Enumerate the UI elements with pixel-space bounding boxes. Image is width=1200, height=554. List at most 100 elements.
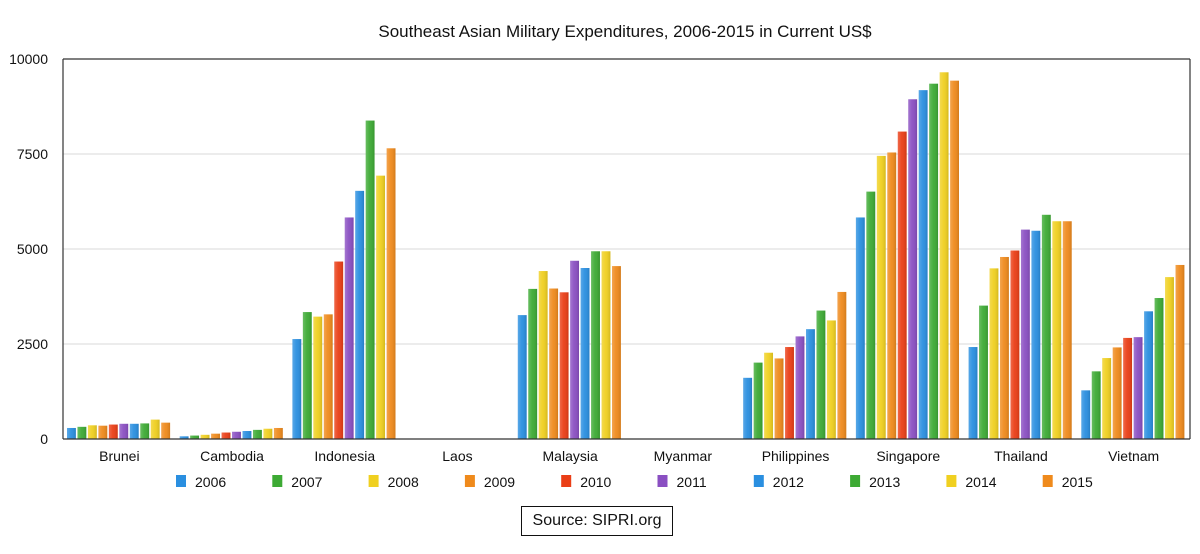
bar-shading xyxy=(785,347,794,439)
bar-shading xyxy=(950,80,959,439)
category-label: Myanmar xyxy=(654,448,713,464)
bar-shading xyxy=(1175,264,1185,439)
bar-shading xyxy=(190,435,200,439)
bar-shading xyxy=(355,190,365,439)
bar-shading xyxy=(129,423,139,439)
legend-label: 2008 xyxy=(388,474,419,490)
legend-label: 2013 xyxy=(869,474,900,490)
bar-shading xyxy=(108,424,118,439)
bar-shading xyxy=(580,268,590,439)
bar-shading xyxy=(221,432,231,439)
bar-shading xyxy=(302,312,312,439)
bar-shading xyxy=(591,251,600,439)
bar-shading xyxy=(549,288,559,439)
y-tick-label: 7500 xyxy=(17,146,48,162)
bar-shading xyxy=(1154,298,1164,439)
bar-shading xyxy=(559,292,569,439)
bar-shading xyxy=(764,352,774,439)
y-tick-label: 5000 xyxy=(17,241,48,257)
bar-shading xyxy=(323,314,333,439)
category-label: Laos xyxy=(442,448,472,464)
bar-shading xyxy=(979,305,988,439)
bar-shading xyxy=(1144,311,1153,439)
bar-shading xyxy=(753,362,763,439)
y-tick-label: 10000 xyxy=(9,51,48,67)
bar-shading xyxy=(1123,337,1133,439)
legend-swatch xyxy=(176,475,186,487)
legend-label: 2014 xyxy=(965,474,996,490)
category-label: Indonesia xyxy=(314,448,375,464)
legend-label: 2009 xyxy=(484,474,515,490)
category-label: Singapore xyxy=(876,448,940,464)
bar-shading xyxy=(989,268,999,439)
legend-label: 2011 xyxy=(677,474,707,490)
bar-shading xyxy=(968,347,978,439)
bar-shading xyxy=(140,423,150,439)
bar-shading xyxy=(1000,256,1009,439)
bar-shading xyxy=(897,131,907,439)
bar-shading xyxy=(876,155,886,439)
bar-shading xyxy=(87,425,97,439)
bar-shading xyxy=(1112,347,1122,439)
bar-shading xyxy=(263,428,273,439)
legend-swatch xyxy=(657,475,668,487)
legend-label: 2012 xyxy=(773,474,804,490)
bar-shading xyxy=(1165,277,1174,439)
bar-shading xyxy=(601,251,611,439)
category-label: Thailand xyxy=(994,448,1048,464)
bar-shading xyxy=(866,191,876,439)
bar-shading xyxy=(837,291,847,439)
bar-shading xyxy=(743,377,753,439)
chart-title: Southeast Asian Military Expenditures, 2… xyxy=(378,22,872,41)
bar-shading xyxy=(98,425,108,439)
source-label: Source: SIPRI.org xyxy=(521,506,673,536)
bar-shading xyxy=(1081,390,1091,439)
legend-label: 2015 xyxy=(1062,474,1093,490)
bar-shading xyxy=(77,426,87,439)
bar-shading xyxy=(918,90,928,439)
bar-shading xyxy=(929,83,939,439)
bar-shading xyxy=(1091,371,1101,439)
bar-shading xyxy=(1041,214,1051,439)
y-axis-ticks: 0 2500 5000 7500 10000 xyxy=(9,51,48,447)
bar-shading xyxy=(200,434,210,439)
legend-swatch xyxy=(272,475,283,487)
bar-shading xyxy=(1133,337,1143,439)
legend-swatch xyxy=(1042,475,1053,487)
bar-shading xyxy=(1062,221,1072,439)
legend-label: 2007 xyxy=(291,474,322,490)
legend-swatch xyxy=(368,475,379,487)
bar-shading xyxy=(570,260,580,439)
bar-shading xyxy=(816,310,826,439)
bar-shading xyxy=(517,315,527,439)
bar-shading xyxy=(211,433,220,439)
bar-shading xyxy=(119,423,129,439)
legend-swatch xyxy=(561,475,572,487)
bar-shading xyxy=(939,72,949,440)
bar-shading xyxy=(855,217,865,439)
bar-shading xyxy=(232,431,241,439)
bar-shading xyxy=(242,431,252,439)
bar-shading xyxy=(365,120,375,439)
bar-series xyxy=(67,72,1185,440)
bar-shading xyxy=(334,261,344,439)
bar-shading xyxy=(386,148,396,440)
bar-shading xyxy=(252,429,262,439)
legend-swatch xyxy=(753,475,764,487)
bar-shading xyxy=(67,427,76,439)
bar-shading xyxy=(1031,230,1041,439)
bar-shading xyxy=(612,266,621,439)
bar-shading xyxy=(795,336,805,439)
bar-shading xyxy=(150,419,160,439)
legend-label: 2006 xyxy=(195,474,226,490)
bar-shading xyxy=(1020,229,1030,439)
bar-shading xyxy=(538,271,548,439)
legend-swatch xyxy=(850,475,861,487)
bar-shading xyxy=(1010,250,1020,439)
legend-swatch xyxy=(464,475,475,487)
bar-shading xyxy=(376,175,386,439)
bar-shading xyxy=(908,99,918,439)
plot-frame xyxy=(62,58,1191,440)
bar-shading xyxy=(1052,221,1062,439)
legend-swatch xyxy=(946,475,957,487)
